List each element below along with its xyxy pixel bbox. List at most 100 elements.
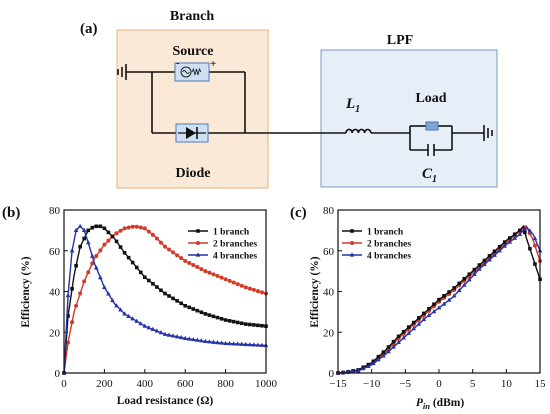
data-point [247,342,253,347]
chart-input-power: (c) 0 20 40 60 80 −15 −10 −5 0 5 10 15 Pin (dBm) E… [290,205,546,411]
data-point [502,240,507,244]
data-point [126,313,131,318]
y-tick-label: 40 [323,287,335,299]
data-point [155,285,159,289]
data-point [417,316,421,320]
data-point [406,330,411,335]
data-point [442,294,446,298]
data-point [114,303,119,308]
circuit-wires [126,71,484,151]
data-point [219,317,224,321]
data-point [154,236,159,241]
data-point [77,223,83,228]
data-point [70,286,74,291]
data-point [391,339,396,344]
data-point [142,226,147,231]
data-point [179,256,184,261]
data-point [437,297,441,302]
legend-marker [196,241,200,245]
data-point [98,248,103,253]
data-point [179,301,183,306]
data-point [78,291,83,296]
data-point [122,226,127,231]
data-point [146,325,152,330]
y-ticks: 0 20 40 60 80 [323,205,342,380]
data-point [166,332,172,337]
y-tick-label: 0 [329,368,335,380]
legend-marker [196,229,200,233]
data-point [381,353,386,358]
y-tick-label: 80 [49,205,61,217]
data-point [502,243,507,248]
data-point [138,321,144,326]
data-point [260,323,264,328]
data-point [211,314,216,319]
series-2-branches [62,224,268,375]
data-point [422,311,426,316]
data-point [66,314,70,318]
data-point [518,228,522,233]
source-plus-sign: + [210,58,216,70]
data-point [195,308,200,313]
plot-frame [337,209,541,374]
data-point [102,226,107,231]
data-point [462,276,467,281]
data-point [90,261,95,266]
data-point [163,291,167,296]
x-ticks: −15 −10 −5 0 5 10 15 [329,369,546,390]
x-tick-label: 10 [501,378,513,390]
source-minus-sign: - [176,58,179,69]
branch-box [116,29,269,189]
data-point [126,225,131,230]
y-axis-label: Efficiency (%) [20,256,32,327]
panel-label-b: (b) [2,205,20,221]
capacitor-icon [427,144,435,156]
data-point [106,230,111,235]
data-point [203,338,208,344]
plot-frame [63,209,267,374]
data-point [69,248,75,253]
data-point [134,318,140,323]
data-point [432,302,436,307]
data-point [219,275,224,280]
data-point [94,254,99,259]
data-point [162,331,168,336]
data-point [396,339,401,345]
data-point [110,297,115,303]
x-axis-label: Load resistance (Ω) [117,395,214,407]
data-point [366,363,371,368]
data-point [175,253,180,258]
data-point [386,345,391,349]
data-point [507,239,512,244]
data-point [446,297,452,302]
y-tick-label: 60 [323,246,335,258]
data-point [441,301,447,306]
data-point [90,225,95,230]
x-tick-label: 1000 [255,378,278,390]
data-point [195,337,200,342]
data-point [401,335,406,340]
data-point [532,243,537,248]
legend-label: 1 branch [367,228,404,238]
data-point [219,340,224,345]
data-point [78,244,82,249]
x-tick-label: 400 [137,378,154,390]
data-point [199,267,204,272]
y-tick-label: 60 [49,246,61,258]
data-point [482,258,487,263]
data-point [243,285,248,290]
data-point [171,296,175,301]
data-point [467,277,472,282]
data-point [106,291,111,296]
source-icon [174,62,210,82]
data-point [231,319,236,324]
data-point [86,228,91,233]
data-point [147,278,151,283]
data-point [143,275,147,280]
load-resistor-icon [425,121,439,131]
data-point [102,284,107,290]
data-point [512,235,518,240]
data-point [163,244,167,249]
data-point [522,226,528,231]
